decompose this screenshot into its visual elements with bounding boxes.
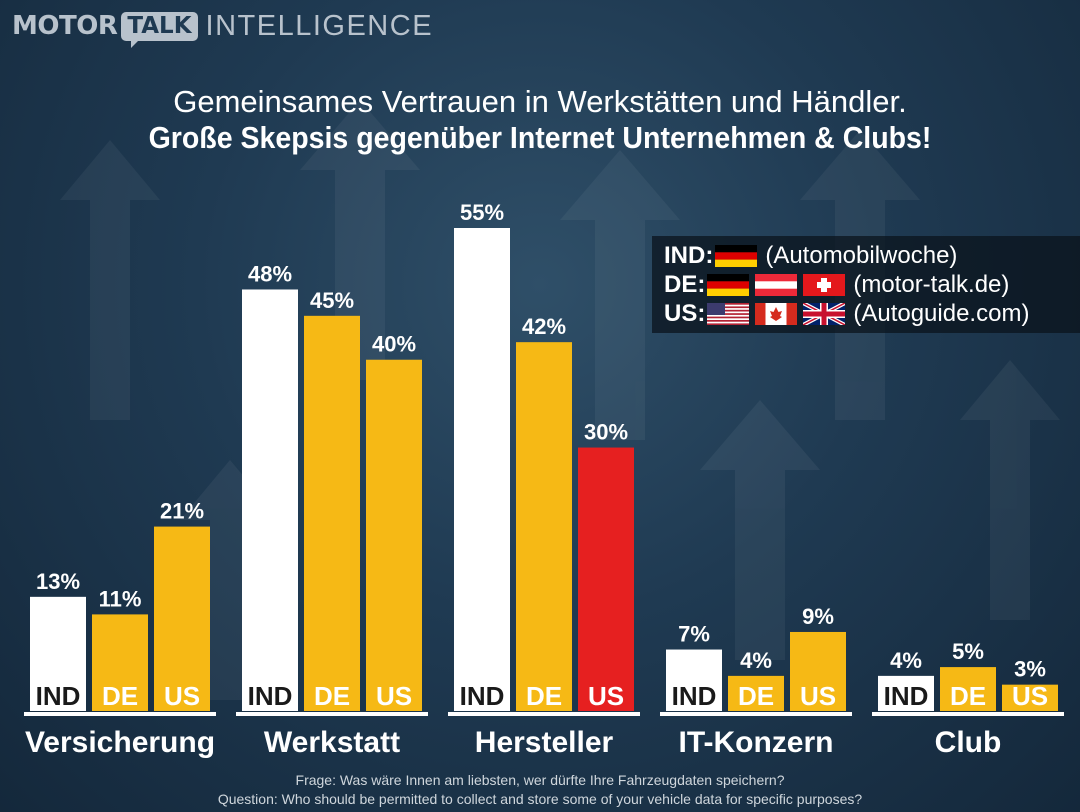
category-label: Club bbox=[935, 726, 1002, 759]
value-label: 45% bbox=[310, 288, 354, 313]
category-label: Hersteller bbox=[475, 726, 614, 759]
value-label: 9% bbox=[802, 604, 834, 629]
series-label: DE bbox=[738, 681, 774, 711]
series-label: US bbox=[164, 681, 200, 711]
group-baseline bbox=[24, 712, 216, 716]
uk-flag-icon bbox=[803, 303, 846, 325]
series-label: DE bbox=[314, 681, 350, 711]
value-label: 21% bbox=[160, 499, 204, 524]
bar-hersteller-us bbox=[578, 447, 634, 711]
value-label: 13% bbox=[36, 569, 80, 594]
footnote-en: Question: Who should be permitted to col… bbox=[217, 791, 863, 807]
ca-flag-icon bbox=[755, 303, 798, 325]
bar-club-us bbox=[1002, 684, 1058, 711]
category-label: Werkstatt bbox=[264, 726, 400, 759]
bar-werkstatt-us bbox=[366, 359, 422, 711]
ch-flag-icon bbox=[803, 274, 846, 296]
value-label: 5% bbox=[952, 639, 984, 664]
footnote-de: Frage: Was wäre Innen am liebsten, wer d… bbox=[295, 772, 785, 788]
bar-versicherung-ind bbox=[30, 596, 86, 711]
de-flag-icon bbox=[715, 245, 758, 267]
group-baseline bbox=[236, 712, 428, 716]
bar-it-konzern-de bbox=[728, 675, 784, 711]
series-label: IND bbox=[248, 681, 293, 711]
brand-motor: MOTOR bbox=[12, 11, 118, 41]
series-label: US bbox=[376, 681, 412, 711]
value-label: 11% bbox=[99, 586, 142, 611]
legend-row-ind: IND: (Automobilwoche) bbox=[664, 242, 957, 270]
series-label: IND bbox=[884, 681, 929, 711]
bar-hersteller-de bbox=[516, 342, 572, 711]
group-baseline bbox=[872, 712, 1064, 716]
value-label: 55% bbox=[460, 200, 504, 225]
chart-subtitle: Große Skepsis gegenüber Internet Unterne… bbox=[148, 120, 932, 155]
series-label: IND bbox=[460, 681, 505, 711]
value-label: 42% bbox=[522, 314, 566, 339]
group-baseline bbox=[448, 712, 640, 716]
series-label: DE bbox=[950, 681, 986, 711]
de-flag-icon bbox=[707, 274, 750, 296]
brand-talk: TALK bbox=[121, 11, 198, 48]
series-label: US bbox=[800, 681, 836, 711]
bar-versicherung-de bbox=[92, 614, 148, 711]
legend-code: IND: bbox=[664, 242, 714, 269]
series-label: DE bbox=[102, 681, 138, 711]
bar-hersteller-ind bbox=[454, 228, 510, 711]
at-flag-icon bbox=[755, 274, 798, 296]
legend-code: US: bbox=[664, 300, 706, 327]
bar-werkstatt-de bbox=[304, 315, 360, 711]
series-label: US bbox=[1012, 681, 1048, 711]
legend-source: (motor-talk.de) bbox=[853, 271, 1010, 298]
bar-club-de bbox=[940, 667, 996, 711]
legend: IND: (Automobilwoche) DE: (motor-talk.de… bbox=[652, 236, 1080, 333]
series-label: IND bbox=[672, 681, 717, 711]
brand-intelligence: INTELLIGENCE bbox=[205, 9, 434, 42]
chart-title: Gemeinsames Vertrauen in Werkstätten und… bbox=[173, 84, 907, 119]
series-label: IND bbox=[36, 681, 81, 711]
bar-it-konzern-us bbox=[790, 631, 846, 711]
value-label: 4% bbox=[890, 648, 922, 673]
bar-versicherung-us bbox=[154, 526, 210, 711]
legend-source: (Automobilwoche) bbox=[765, 242, 958, 269]
value-label: 7% bbox=[678, 622, 710, 647]
value-label: 3% bbox=[1014, 657, 1046, 682]
brand-logo: MOTOR TALK INTELLIGENCE bbox=[12, 6, 434, 48]
bar-club-ind bbox=[878, 675, 934, 711]
series-label: US bbox=[588, 681, 624, 711]
us-flag-icon bbox=[707, 303, 750, 325]
legend-row-us: US: (Autoguide.com) bbox=[664, 300, 1029, 328]
value-label: 48% bbox=[248, 261, 292, 286]
category-label: IT-Konzern bbox=[679, 726, 834, 759]
group-baseline bbox=[660, 712, 852, 716]
legend-code: DE: bbox=[664, 271, 706, 298]
category-label: Versicherung bbox=[25, 726, 215, 759]
value-label: 4% bbox=[740, 648, 772, 673]
bar-it-konzern-ind bbox=[666, 649, 722, 711]
series-label: DE bbox=[526, 681, 562, 711]
legend-source: (Autoguide.com) bbox=[853, 300, 1030, 327]
value-label: 30% bbox=[584, 420, 628, 445]
bar-werkstatt-ind bbox=[242, 289, 298, 711]
value-label: 40% bbox=[372, 332, 416, 357]
legend-row-de: DE: (motor-talk.de) bbox=[664, 271, 1009, 299]
